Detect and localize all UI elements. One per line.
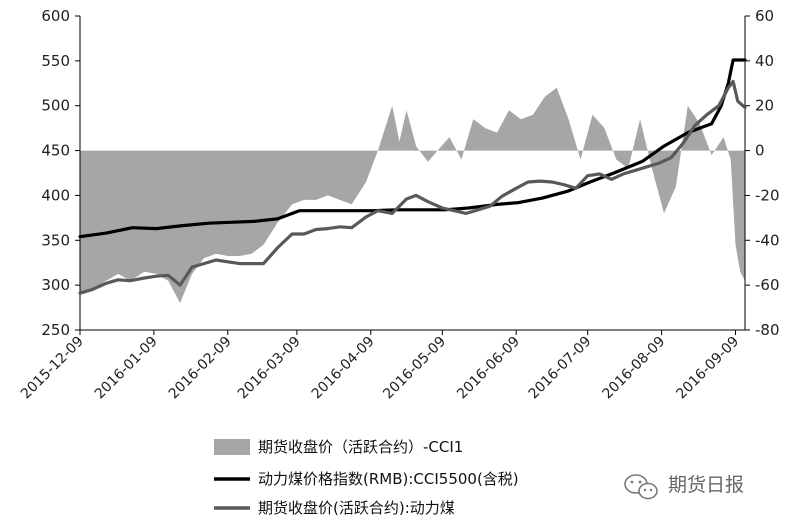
legend-label-1: 动力煤价格指数(RMB):CCI5500(含税) (258, 470, 519, 488)
left-tick-label: 550 (41, 52, 70, 70)
legend-label-2: 期货收盘价(活跃合约):动力煤 (258, 499, 455, 517)
left-tick-label: 250 (41, 321, 70, 339)
watermark-text: 期货日报 (668, 474, 744, 496)
right-tick-label: 40 (755, 52, 774, 70)
x-tick-label: 2016-02-09 (166, 334, 235, 403)
right-tick-label: -60 (755, 276, 780, 294)
right-tick-label: 20 (755, 97, 774, 115)
x-tick-label: 2016-06-09 (454, 334, 523, 403)
right-tick-label: -40 (755, 231, 780, 249)
right-tick-label: 60 (755, 7, 774, 25)
line-series-2 (78, 79, 747, 295)
legend-swatch-0 (214, 439, 250, 455)
legend-label-0: 期货收盘价（活跃合约）-CCI1 (258, 438, 463, 456)
legend: 期货收盘价（活跃合约）-CCI1 动力煤价格指数(RMB):CCI5500(含税)… (214, 438, 519, 517)
left-tick-label: 450 (41, 142, 70, 160)
left-tick-label: 350 (41, 231, 70, 249)
left-tick-label: 300 (41, 276, 70, 294)
right-tick-label: 0 (755, 142, 765, 160)
x-tick-label: 2016-09-09 (673, 334, 742, 403)
right-tick-label: -80 (755, 321, 780, 339)
wechat-icon (624, 474, 658, 500)
x-tick-label: 2016-04-09 (309, 334, 378, 403)
x-tick-label: 2016-05-09 (380, 334, 449, 403)
line-series-layer (78, 58, 747, 295)
x-tick-label: 2016-08-09 (600, 334, 669, 403)
left-tick-label: 600 (41, 7, 70, 25)
right-tick-label: -20 (755, 186, 780, 204)
x-tick-label: 2015-12-09 (18, 334, 87, 403)
area-series-0 (80, 87, 745, 304)
x-tick-label: 2016-01-09 (92, 334, 161, 403)
watermark: 期货日报 (624, 474, 744, 500)
x-tick-label: 2016-07-09 (526, 334, 595, 403)
left-tick-label: 400 (41, 186, 70, 204)
area-series-layer (80, 87, 745, 304)
left-tick-label: 500 (41, 97, 70, 115)
x-tick-label: 2016-03-09 (235, 334, 304, 403)
